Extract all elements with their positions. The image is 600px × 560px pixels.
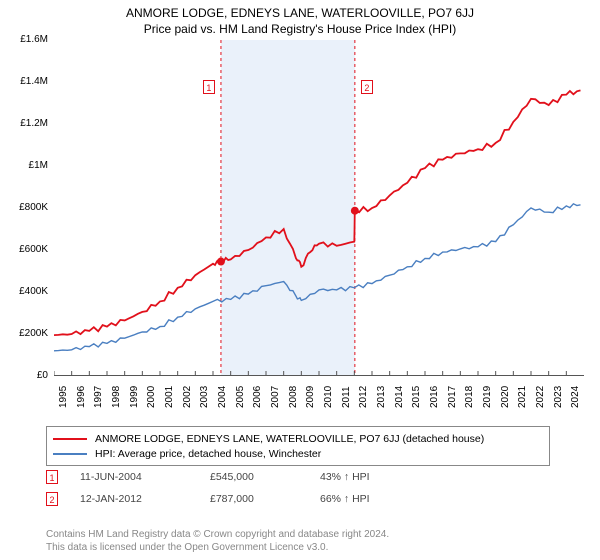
y-tick-label: £800K (4, 202, 48, 213)
x-tick-label: 1998 (111, 386, 122, 408)
y-tick-label: £400K (4, 286, 48, 297)
x-tick-label: 2005 (235, 386, 246, 408)
y-tick-label: £1.6M (4, 34, 48, 45)
legend: ANMORE LODGE, EDNEYS LANE, WATERLOOVILLE… (46, 426, 550, 466)
sale-flag: 2 (361, 80, 373, 94)
plot-area (54, 40, 584, 376)
y-tick-label: £600K (4, 244, 48, 255)
x-tick-label: 2018 (464, 386, 475, 408)
x-tick-label: 2004 (217, 386, 228, 408)
y-tick-label: £1.4M (4, 76, 48, 87)
x-tick-label: 2001 (164, 386, 175, 408)
legend-label: ANMORE LODGE, EDNEYS LANE, WATERLOOVILLE… (95, 433, 484, 445)
x-tick-label: 2020 (500, 386, 511, 408)
y-tick-label: £0 (4, 370, 48, 381)
y-tick-label: £200K (4, 328, 48, 339)
sale-marker (351, 207, 359, 215)
x-tick-label: 2023 (553, 386, 564, 408)
chart-area: £0£200K£400K£600K£800K£1M£1.2M£1.4M£1.6M… (10, 40, 590, 410)
sale-row: 2 12-JAN-2012£787,00066% ↑ HPI (46, 492, 554, 506)
x-tick-label: 2010 (323, 386, 334, 408)
legend-swatch (53, 453, 87, 455)
footnote-line-1: Contains HM Land Registry data © Crown c… (46, 529, 389, 540)
footnote: Contains HM Land Registry data © Crown c… (46, 529, 554, 554)
x-tick-label: 2000 (146, 386, 157, 408)
x-tick-label: 1995 (58, 386, 69, 408)
sale-flag: 1 (203, 80, 215, 94)
chart-svg (54, 40, 584, 376)
x-tick-label: 2021 (517, 386, 528, 408)
x-tick-label: 2011 (341, 386, 352, 408)
sale-date: 11-JUN-2004 (80, 471, 210, 483)
x-tick-label: 2008 (288, 386, 299, 408)
sale-row-flag: 2 (46, 492, 58, 506)
sale-delta: 43% ↑ HPI (320, 471, 430, 483)
x-tick-label: 2006 (252, 386, 263, 408)
sale-row-flag: 1 (46, 470, 58, 484)
legend-item: ANMORE LODGE, EDNEYS LANE, WATERLOOVILLE… (53, 431, 543, 446)
sale-delta: 66% ↑ HPI (320, 493, 430, 505)
x-tick-label: 1999 (129, 386, 140, 408)
x-tick-label: 2015 (411, 386, 422, 408)
x-tick-label: 2022 (535, 386, 546, 408)
x-tick-label: 2012 (358, 386, 369, 408)
x-tick-label: 1997 (93, 386, 104, 408)
x-tick-label: 2024 (570, 386, 581, 408)
legend-swatch (53, 438, 87, 440)
footnote-line-2: This data is licensed under the Open Gov… (46, 542, 328, 553)
x-tick-label: 2013 (376, 386, 387, 408)
x-tick-label: 2009 (305, 386, 316, 408)
x-tick-label: 2003 (199, 386, 210, 408)
chart-title: ANMORE LODGE, EDNEYS LANE, WATERLOOVILLE… (0, 0, 600, 20)
y-tick-label: £1M (4, 160, 48, 171)
x-tick-label: 2002 (182, 386, 193, 408)
x-tick-label: 2014 (394, 386, 405, 408)
x-tick-label: 1996 (76, 386, 87, 408)
sale-date: 12-JAN-2012 (80, 493, 210, 505)
sale-marker (217, 258, 225, 266)
chart-subtitle: Price paid vs. HM Land Registry's House … (0, 20, 600, 40)
legend-label: HPI: Average price, detached house, Winc… (95, 448, 321, 460)
x-tick-label: 2017 (447, 386, 458, 408)
sale-row: 1 11-JUN-2004£545,00043% ↑ HPI (46, 470, 554, 484)
x-tick-label: 2019 (482, 386, 493, 408)
x-tick-label: 2007 (270, 386, 281, 408)
legend-item: HPI: Average price, detached house, Winc… (53, 446, 543, 461)
x-tick-label: 2016 (429, 386, 440, 408)
shaded-band (221, 40, 355, 376)
sale-price: £787,000 (210, 493, 320, 505)
sale-price: £545,000 (210, 471, 320, 483)
y-tick-label: £1.2M (4, 118, 48, 129)
